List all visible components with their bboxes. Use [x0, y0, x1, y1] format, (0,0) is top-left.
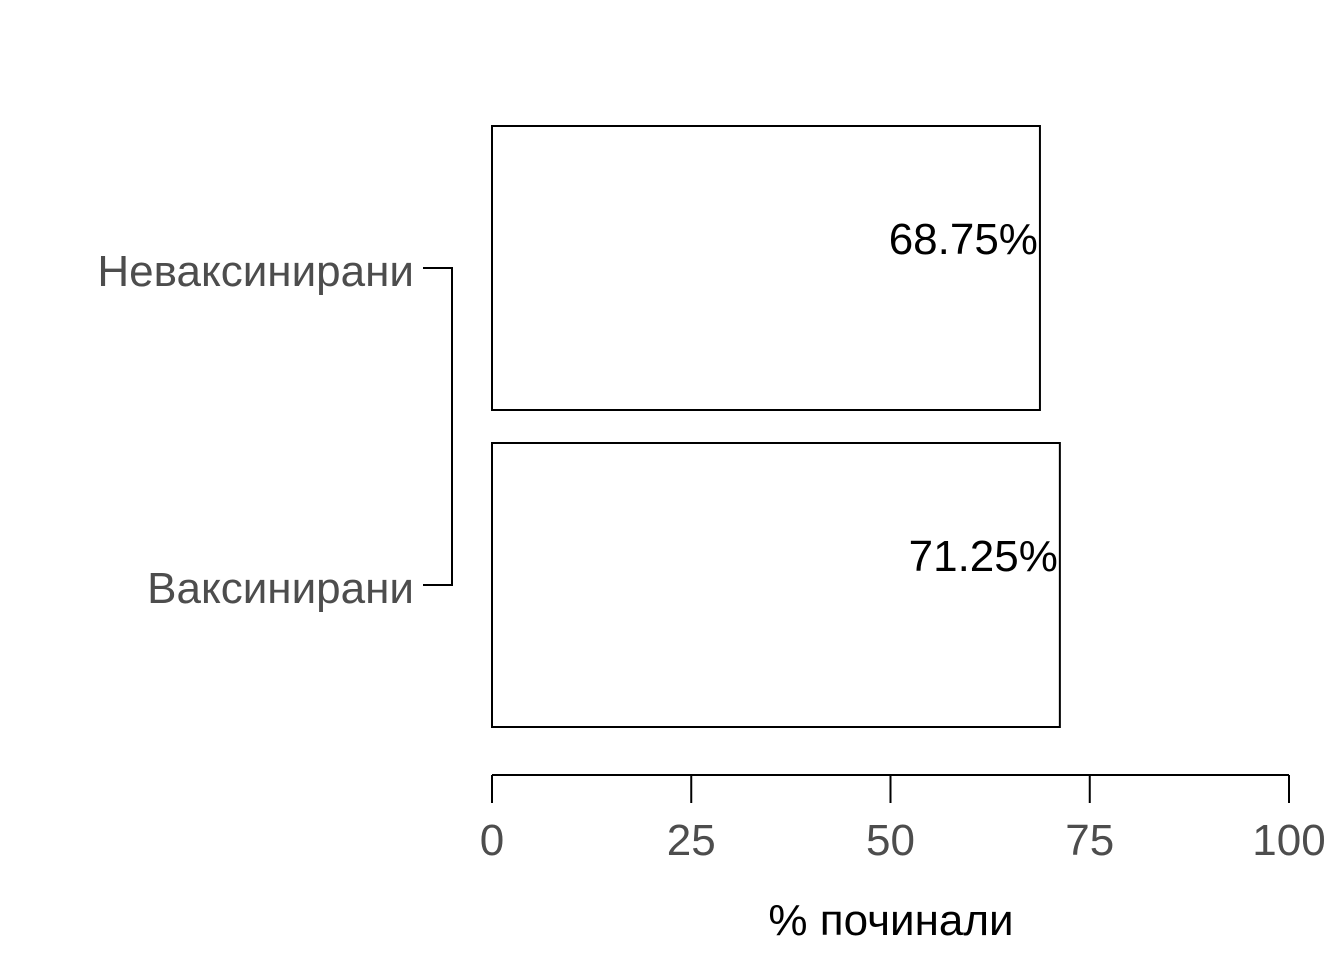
bar: [491, 125, 1041, 411]
x-tick-label: 25: [667, 816, 716, 865]
x-tick-label: 100: [1252, 816, 1325, 865]
bars: [491, 125, 1061, 728]
category-bracket: [423, 267, 453, 586]
bar: [491, 442, 1061, 728]
data-labels: 68.75% 71.25%: [889, 215, 1058, 581]
x-axis: 0 25 50 75 100: [480, 774, 1326, 865]
data-label: 71.25%: [909, 532, 1058, 581]
category-axis: Неваксинирани Ваксинирани: [97, 247, 453, 613]
data-label: 68.75%: [889, 215, 1038, 264]
x-tick-label: 50: [866, 816, 915, 865]
x-axis-title: % починали: [768, 896, 1013, 945]
category-label: Ваксинирани: [147, 564, 414, 613]
x-tick-label: 0: [480, 816, 504, 865]
x-tick-label: 75: [1065, 816, 1114, 865]
category-label: Неваксинирани: [97, 247, 414, 296]
